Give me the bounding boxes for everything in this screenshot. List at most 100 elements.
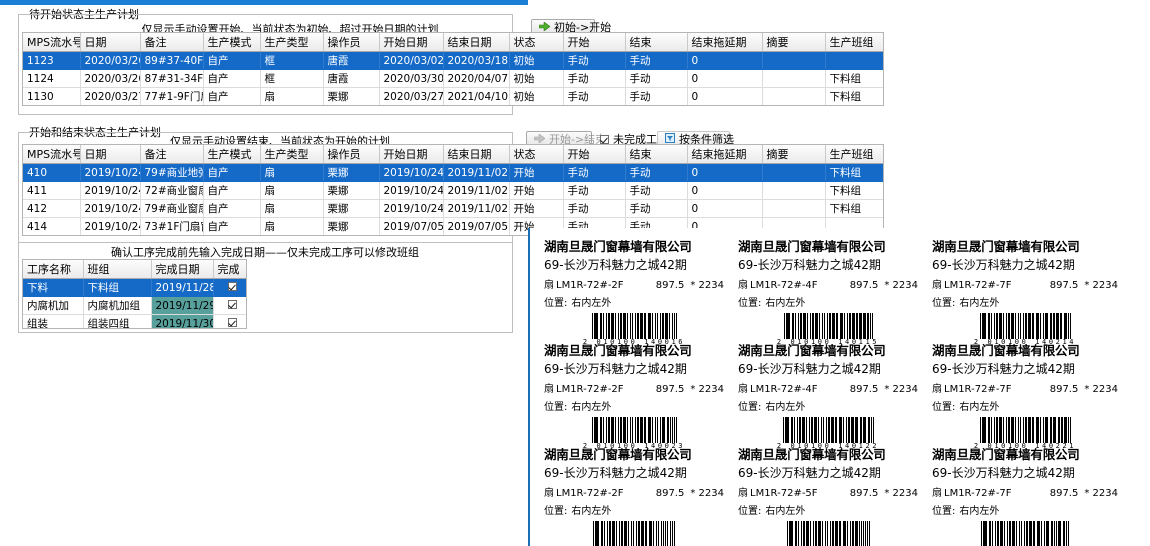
done-checkbox-cell[interactable]: [213, 314, 246, 328]
table-cell[interactable]: 扇: [260, 199, 324, 218]
table-cell[interactable]: 2020/03/27: [379, 87, 444, 105]
table-cell[interactable]: 栗娜: [323, 236, 379, 237]
table-cell[interactable]: [762, 69, 826, 88]
table-cell[interactable]: 0: [687, 87, 763, 105]
table-row[interactable]: 411 2019/10/24 72#商业窗扇 自产扇栗娜 2019/10/24 2019/…: [23, 181, 883, 200]
process-name-cell[interactable]: 组装: [23, 314, 84, 328]
label-print-preview[interactable]: 湖南旦晟门窗幕墙有限公司 69-长沙万科魅力之城42期扇 LM1R-72#-2F 89…: [528, 228, 1150, 546]
table-row[interactable]: 组装 组装四组 2019/11/30: [23, 314, 246, 328]
table-cell[interactable]: 手动: [625, 199, 688, 218]
table-cell[interactable]: 2019/11/02: [443, 199, 510, 218]
table-cell[interactable]: 开始: [509, 163, 564, 182]
column-header[interactable]: 操作员: [323, 145, 380, 164]
table-cell[interactable]: 1130: [23, 87, 81, 105]
table-row[interactable]: 下料 下料组 2019/11/28: [23, 278, 246, 297]
column-header[interactable]: 生产模式: [203, 33, 261, 52]
table-cell[interactable]: 2019/11/18: [443, 236, 509, 237]
table-cell[interactable]: 2020/03/02: [379, 51, 444, 70]
table-cell[interactable]: 手动: [625, 181, 688, 200]
table-cell[interactable]: 412: [23, 199, 81, 218]
init-to-start-button[interactable]: 初始->开始: [531, 19, 611, 35]
filter-by-condition-button[interactable]: 按条件筛选: [657, 131, 734, 147]
table-cell[interactable]: 自产: [203, 69, 261, 88]
table-cell[interactable]: 2020/03/30: [379, 69, 444, 88]
table-cell[interactable]: [762, 163, 826, 182]
table-cell[interactable]: 自产: [203, 163, 261, 182]
table-cell[interactable]: 73#1F门扇窗扇: [140, 217, 204, 235]
table-row[interactable]: 11232020/03/2689#37-40F门框自产框唐霞2020/03/02…: [23, 51, 883, 70]
column-header[interactable]: 摘要: [762, 33, 826, 52]
table-cell[interactable]: 手动: [625, 69, 688, 88]
column-header[interactable]: 操作员: [323, 33, 380, 52]
column-header[interactable]: 生产类型: [260, 145, 324, 164]
table-cell[interactable]: 扇: [260, 87, 324, 105]
table-cell[interactable]: 2019/11/08: [379, 236, 443, 237]
table-cell[interactable]: 0: [687, 69, 763, 88]
column-header[interactable]: 班组: [83, 260, 152, 279]
product-label-card[interactable]: 湖南旦晟门窗幕墙有限公司 69-长沙万科魅力之城42期扇 LM1R-72#-2F 89…: [536, 232, 730, 346]
table-cell[interactable]: 2019/10/24: [80, 181, 141, 200]
table-cell[interactable]: 2019/10/24: [80, 217, 141, 235]
table-cell[interactable]: [762, 199, 826, 218]
table-cell[interactable]: 扇: [260, 163, 324, 182]
table-cell[interactable]: 自产: [203, 199, 261, 218]
column-header[interactable]: 状态: [509, 145, 564, 164]
table-cell[interactable]: [762, 51, 826, 70]
table-cell[interactable]: 栗娜: [323, 199, 380, 218]
table-cell[interactable]: 下料组: [825, 163, 883, 182]
column-header[interactable]: 状态: [509, 33, 564, 52]
table-cell[interactable]: 手动: [625, 163, 688, 182]
table-cell[interactable]: 2019/10/24: [379, 199, 444, 218]
column-header[interactable]: 备注: [140, 33, 204, 52]
product-label-card[interactable]: 湖南旦晟门窗幕墙有限公司 69-长沙万科魅力之城42期扇 LM1R-72#-4F 89…: [730, 232, 924, 346]
table-cell[interactable]: 2019/11/02: [443, 181, 510, 200]
column-header[interactable]: 结束日期: [443, 33, 510, 52]
table-cell[interactable]: 栗娜: [323, 181, 380, 200]
product-label-card[interactable]: 湖南旦晟门窗幕墙有限公司 69-长沙万科魅力之城42期扇 LM1R-72#-2F 89…: [536, 336, 730, 450]
table-cell[interactable]: [825, 51, 883, 70]
column-header[interactable]: 完成: [213, 260, 246, 279]
table-cell[interactable]: 79#商业窗扇: [140, 199, 204, 218]
table-cell[interactable]: 0: [687, 163, 763, 182]
table-cell[interactable]: 下料组: [825, 69, 883, 88]
checkbox-icon[interactable]: [228, 281, 237, 291]
table-cell[interactable]: 下料组: [825, 87, 883, 105]
column-header[interactable]: 开始: [563, 33, 626, 52]
table-cell[interactable]: 唐霞: [323, 51, 380, 70]
finish-date-cell[interactable]: 2019/11/28: [151, 278, 214, 297]
table-cell[interactable]: 79#商业地弹...: [140, 163, 204, 182]
table-cell[interactable]: 栗娜: [323, 87, 380, 105]
checkbox-icon[interactable]: [228, 299, 237, 309]
table-cell[interactable]: 栗娜: [323, 217, 380, 235]
table-cell[interactable]: 框: [260, 69, 324, 88]
pending-plans-grid[interactable]: MPS流水号 日期 备注 生产模式 生产类型 操作员 开始日期 结束日期 状态 开始 结束 结束拖延期…: [22, 32, 884, 106]
checkbox-icon[interactable]: [600, 134, 609, 144]
table-cell[interactable]: 初始: [509, 87, 564, 105]
table-cell[interactable]: 2019/11/01: [80, 236, 140, 237]
column-header[interactable]: 日期: [80, 33, 141, 52]
column-header[interactable]: 结束拖延期: [687, 145, 763, 164]
column-header[interactable]: 日期: [80, 145, 141, 164]
table-cell[interactable]: 2020/03/27: [80, 87, 141, 105]
table-cell[interactable]: [762, 87, 826, 105]
done-checkbox-cell[interactable]: [213, 278, 246, 297]
column-header[interactable]: 开始日期: [379, 145, 444, 164]
process-name-cell[interactable]: 内腐机加: [23, 296, 84, 315]
column-header[interactable]: 摘要: [762, 145, 826, 164]
column-header[interactable]: 结束拖延期: [687, 33, 763, 52]
table-cell[interactable]: 2019/10/24: [379, 163, 444, 182]
table-cell[interactable]: 手动: [563, 69, 626, 88]
table-cell[interactable]: 下料组: [825, 199, 883, 218]
table-cell[interactable]: 初始: [509, 51, 564, 70]
table-cell[interactable]: 2019/10/24: [80, 199, 141, 218]
table-cell[interactable]: 自产: [203, 236, 260, 237]
column-header[interactable]: 备注: [140, 145, 204, 164]
table-cell[interactable]: 框: [260, 51, 324, 70]
column-header[interactable]: 完成日期: [151, 260, 214, 279]
table-cell[interactable]: 87#31-34F门框: [140, 69, 204, 88]
finish-date-cell[interactable]: 2019/11/29: [151, 296, 214, 315]
table-cell[interactable]: 0: [687, 51, 763, 70]
table-cell[interactable]: 2019/07/05: [443, 217, 510, 235]
table-cell[interactable]: 410: [23, 163, 81, 182]
table-cell[interactable]: 77#1-9F门扇: [140, 87, 204, 105]
